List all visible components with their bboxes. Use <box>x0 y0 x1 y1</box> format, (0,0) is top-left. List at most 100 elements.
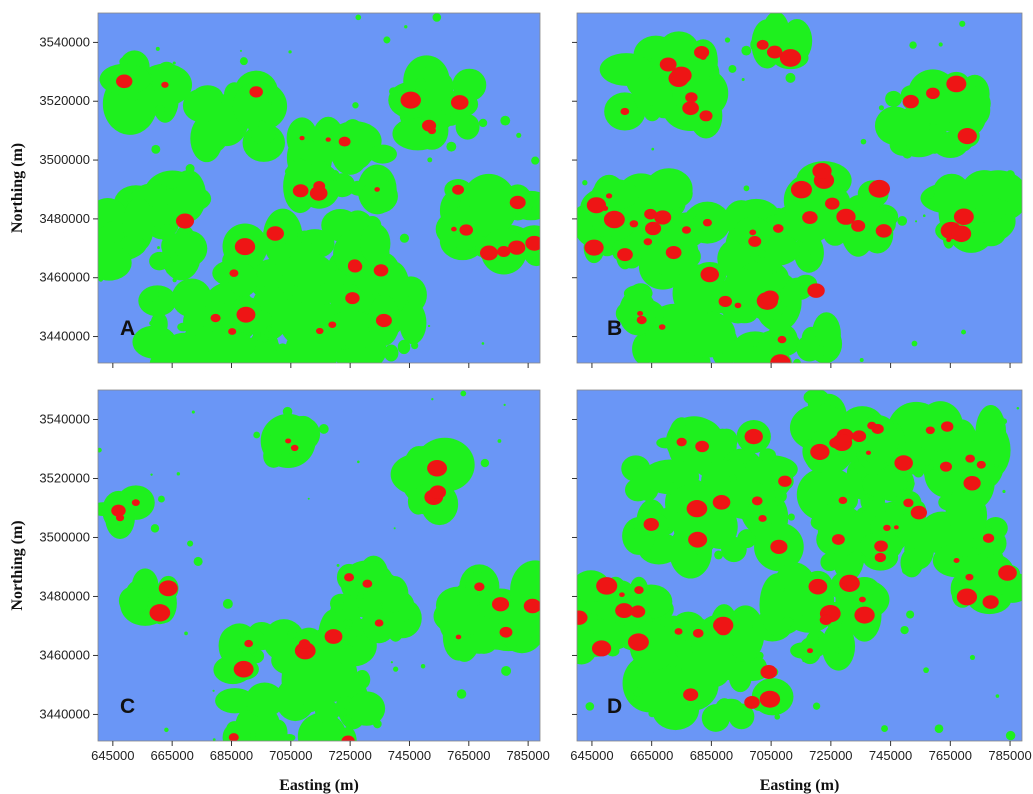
green-speck <box>166 268 171 273</box>
red-zone <box>832 434 852 451</box>
y-tick-label: 3460000 <box>39 270 90 285</box>
red-zone <box>500 627 513 638</box>
red-zone <box>894 455 913 470</box>
green-speck <box>994 464 998 468</box>
red-zone <box>235 238 255 255</box>
y-tick-label: 3440000 <box>39 329 90 344</box>
red-zone <box>587 197 606 213</box>
green-speck <box>192 411 195 414</box>
red-zone <box>111 505 125 517</box>
red-zone <box>176 213 194 228</box>
green-speck <box>411 342 418 349</box>
map-panel: 3440000346000034800003500000352000035400… <box>9 390 561 794</box>
red-zone <box>965 455 975 463</box>
red-zone <box>854 607 874 624</box>
green-speck <box>589 613 598 622</box>
x-axis-title: Easting (m) <box>279 777 359 794</box>
green-zone <box>335 708 347 717</box>
green-zone <box>295 140 320 160</box>
red-zone <box>451 227 457 232</box>
green-speck <box>725 37 730 42</box>
red-zone <box>659 324 666 330</box>
red-zone <box>983 534 994 543</box>
red-zone <box>836 209 855 225</box>
green-speck <box>151 145 160 154</box>
red-zone <box>637 311 643 316</box>
green-speck <box>357 461 360 464</box>
green-speck <box>900 626 908 634</box>
green-zone <box>796 335 822 361</box>
red-zone <box>951 226 971 243</box>
green-speck <box>860 358 864 362</box>
red-zone <box>894 525 899 529</box>
red-zone <box>807 283 824 298</box>
green-zone <box>160 189 179 205</box>
red-zone <box>654 210 671 224</box>
green-speck <box>504 404 506 406</box>
green-speck <box>369 198 374 203</box>
red-zone <box>362 580 372 588</box>
red-zone <box>773 224 784 233</box>
green-zone <box>270 720 287 746</box>
green-zone <box>894 132 912 147</box>
green-zone <box>235 691 255 706</box>
red-zone <box>810 444 829 460</box>
red-zone <box>770 540 787 554</box>
green-speck <box>164 728 168 732</box>
green-speck <box>394 527 396 529</box>
red-zone <box>427 460 447 477</box>
x-tick-label: 765000 <box>929 748 972 763</box>
red-zone <box>760 665 777 679</box>
red-zone <box>630 605 645 617</box>
x-tick-label: 745000 <box>388 748 431 763</box>
red-zone <box>524 599 541 614</box>
red-zone <box>161 82 168 88</box>
green-speck <box>268 102 272 106</box>
green-speck <box>902 149 912 159</box>
green-speck <box>501 666 511 676</box>
green-zone <box>331 597 343 614</box>
green-speck <box>996 694 1000 698</box>
green-speck <box>714 550 723 559</box>
red-zone <box>644 518 659 531</box>
green-speck <box>400 234 409 243</box>
green-speck <box>482 120 486 124</box>
green-zone <box>144 287 159 302</box>
red-zone <box>812 163 831 179</box>
green-speck <box>902 565 911 574</box>
green-zone <box>782 617 794 627</box>
red-zone <box>688 532 707 548</box>
green-speck <box>912 341 918 347</box>
red-zone <box>570 611 587 625</box>
green-speck <box>352 102 358 108</box>
green-speck <box>861 139 867 145</box>
x-tick-label: 785000 <box>988 748 1031 763</box>
green-zone <box>667 654 678 668</box>
red-zone <box>584 240 603 256</box>
green-speck <box>158 496 165 503</box>
green-speck <box>909 41 916 48</box>
red-zone <box>374 264 389 276</box>
red-zone <box>430 485 446 499</box>
red-zone <box>456 635 462 640</box>
red-zone <box>234 661 254 678</box>
red-zone <box>244 640 253 647</box>
red-zone <box>954 208 974 225</box>
green-speck <box>729 474 737 482</box>
green-speck <box>457 689 467 699</box>
red-zone <box>604 211 625 228</box>
y-tick-label: 3520000 <box>39 470 90 485</box>
green-speck <box>337 564 340 567</box>
green-speck <box>119 57 128 66</box>
green-speck <box>632 699 635 702</box>
green-zone <box>700 642 732 686</box>
green-zone <box>251 344 278 368</box>
red-zone <box>700 54 707 60</box>
green-speck <box>173 62 176 65</box>
red-zone <box>745 429 763 444</box>
red-zone <box>376 314 392 327</box>
red-zone <box>977 461 986 469</box>
green-speck <box>985 526 992 533</box>
red-zone <box>700 267 719 282</box>
red-zone <box>474 582 484 591</box>
